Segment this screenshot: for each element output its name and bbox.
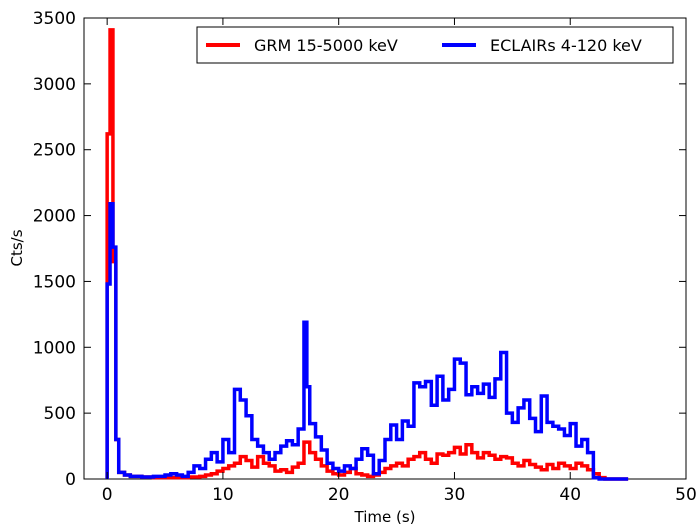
legend: GRM 15-5000 keV ECLAIRs 4-120 keV — [196, 26, 674, 64]
legend-label-eclairs: ECLAIRs 4-120 keV — [490, 36, 642, 55]
y-tick-label: 2500 — [33, 141, 76, 161]
x-axis-label: Time (s) — [354, 508, 416, 526]
legend-frame — [196, 26, 674, 64]
legend-label-grm: GRM 15-5000 keV — [254, 36, 398, 55]
y-tick-label: 0 — [65, 470, 76, 490]
y-tick-label: 1000 — [33, 338, 76, 358]
x-tick-label: 10 — [212, 485, 234, 505]
y-tick-label: 3000 — [33, 75, 76, 95]
y-tick-label: 3500 — [33, 9, 76, 29]
series-line-1 — [105, 201, 629, 481]
x-tick-label: 30 — [444, 485, 466, 505]
series-line-0 — [105, 28, 629, 481]
y-axis-label: Cts/s — [8, 229, 26, 266]
series-layer — [105, 28, 629, 481]
x-tick-label: 20 — [328, 485, 350, 505]
plot-area — [83, 17, 687, 480]
y-tick-label: 1500 — [33, 272, 76, 292]
y-tick-label: 500 — [44, 404, 76, 424]
plot-frame — [83, 17, 687, 480]
x-tick-label: 50 — [675, 485, 696, 505]
x-tick-label: 40 — [559, 485, 581, 505]
y-tick-label: 2000 — [33, 207, 76, 227]
x-tick-label: 0 — [102, 485, 113, 505]
